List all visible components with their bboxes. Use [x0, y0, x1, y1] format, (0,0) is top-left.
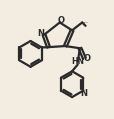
Text: N: N	[37, 29, 44, 38]
Text: N: N	[79, 89, 86, 98]
Text: O: O	[57, 16, 64, 25]
Text: O: O	[83, 54, 90, 63]
Text: HN: HN	[71, 57, 83, 66]
Text: methyl: methyl	[83, 21, 88, 22]
